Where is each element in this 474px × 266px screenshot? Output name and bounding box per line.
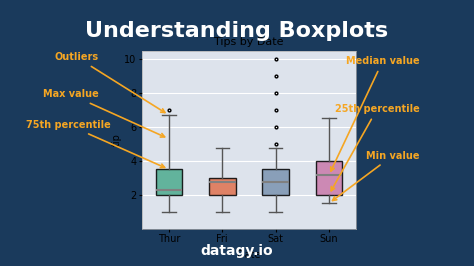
Y-axis label: tip: tip	[111, 133, 122, 146]
Text: datagy.io: datagy.io	[201, 244, 273, 258]
Text: 25th percentile: 25th percentile	[331, 104, 419, 191]
PathPatch shape	[316, 161, 342, 195]
Title: Tips by Date: Tips by Date	[214, 37, 283, 47]
Text: Min value: Min value	[333, 151, 419, 201]
Text: Outliers: Outliers	[55, 52, 165, 113]
X-axis label: Date: Date	[237, 250, 261, 260]
PathPatch shape	[209, 178, 236, 195]
Text: Understanding Boxplots: Understanding Boxplots	[85, 21, 389, 41]
PathPatch shape	[155, 169, 182, 195]
Text: Max value: Max value	[43, 89, 164, 137]
Text: 75th percentile: 75th percentile	[26, 120, 164, 168]
PathPatch shape	[262, 169, 289, 195]
Text: Median value: Median value	[331, 56, 419, 171]
